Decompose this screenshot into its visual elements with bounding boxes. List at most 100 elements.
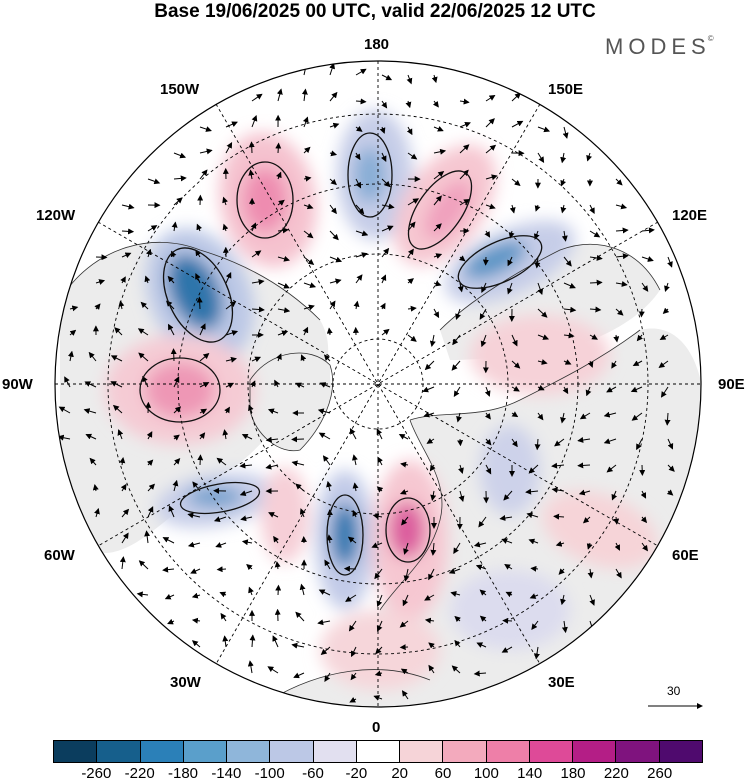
wind-vector	[407, 278, 414, 285]
wind-vector	[322, 455, 331, 466]
wind-vector	[199, 352, 210, 362]
wind-vector	[349, 697, 357, 703]
wind-vector	[196, 223, 203, 232]
wind-vector	[216, 457, 227, 466]
wind-vector	[351, 454, 358, 466]
anomaly-positive-150w-core	[243, 168, 287, 232]
wind-vector	[499, 515, 513, 521]
wind-vector	[329, 256, 343, 263]
wind-vector	[614, 542, 620, 551]
wind-vector	[222, 635, 229, 648]
wind-vector	[631, 412, 643, 421]
wind-vector	[277, 255, 290, 262]
wind-vector	[537, 152, 545, 163]
colorbar-swatch	[659, 741, 702, 762]
wind-vector	[374, 670, 383, 677]
wind-vector	[432, 100, 439, 108]
wind-vector	[379, 126, 386, 134]
wind-vector	[428, 642, 435, 649]
wind-vector	[451, 665, 461, 674]
wind-vector	[398, 434, 409, 440]
wind-vector	[537, 412, 544, 421]
wind-vector	[554, 438, 565, 447]
wind-vector	[170, 348, 177, 362]
colorbar-tick-label: -140	[211, 765, 242, 782]
wind-vector	[484, 412, 491, 420]
wind-vector	[376, 428, 383, 440]
wind-vector	[667, 256, 673, 268]
wind-vector	[121, 532, 129, 544]
wind-vector	[507, 282, 513, 295]
wind-vector	[173, 152, 187, 159]
wind-vector	[351, 646, 357, 658]
wind-vector	[222, 223, 229, 232]
wind-vector	[121, 228, 135, 235]
wind-vector	[273, 535, 279, 544]
wind-vector	[473, 541, 487, 548]
wind-vector	[352, 509, 358, 518]
contour-loop	[139, 357, 221, 423]
wind-vector	[295, 382, 305, 389]
wind-vector	[142, 375, 149, 388]
wind-vector	[586, 152, 592, 162]
wind-vector	[379, 302, 386, 310]
wind-vector	[120, 276, 126, 284]
wind-vector	[147, 178, 161, 185]
wind-vector	[484, 386, 491, 397]
wind-vector	[582, 516, 591, 524]
wind-vector	[511, 411, 519, 418]
wind-vector	[146, 431, 153, 440]
wind-vector	[355, 98, 367, 105]
anomaly-negative-60w-core	[187, 487, 243, 507]
wind-vector	[355, 230, 369, 237]
wind-vector	[641, 542, 648, 552]
wind-vector	[399, 489, 409, 495]
wind-vector	[558, 568, 565, 575]
wind-vector	[551, 487, 565, 494]
wind-vector	[484, 230, 491, 238]
wind-vector	[147, 483, 155, 492]
wind-vector	[303, 256, 315, 266]
wind-vector	[225, 382, 235, 389]
wind-vector	[267, 408, 279, 415]
wind-vector	[196, 296, 203, 310]
colorbar-swatch	[443, 741, 487, 762]
wind-vector	[429, 464, 436, 472]
wind-vector	[168, 323, 175, 336]
wind-vector	[381, 178, 391, 188]
wind-vector	[146, 459, 154, 466]
wind-vector	[606, 386, 617, 393]
contour-loop	[326, 494, 364, 576]
contour-loop	[179, 481, 261, 515]
wind-vector	[587, 360, 594, 368]
wind-vector	[303, 146, 311, 154]
wind-vector	[303, 175, 312, 182]
wind-vector	[511, 178, 521, 187]
colorbar-swatch	[400, 741, 444, 762]
wind-vector	[560, 412, 566, 424]
wind-vector	[456, 412, 462, 423]
wind-vector	[329, 178, 337, 186]
wind-vector	[563, 359, 572, 365]
colorbar-swatch	[183, 741, 228, 762]
wind-vector	[459, 169, 469, 180]
wind-vector	[579, 412, 591, 420]
wind-vector	[303, 304, 315, 311]
wind-vector	[352, 482, 359, 492]
wind-vector	[348, 620, 357, 632]
wind-vector	[615, 178, 623, 186]
wind-vector	[511, 360, 521, 369]
wind-vector	[511, 438, 518, 448]
wind-vector	[300, 354, 307, 362]
wind-vector	[69, 329, 77, 336]
wind-vector	[632, 360, 643, 366]
contour-loop	[457, 235, 543, 289]
wind-vector	[354, 152, 361, 161]
wind-vector	[476, 642, 487, 648]
wind-vector	[329, 230, 339, 241]
wind-vector	[534, 256, 541, 269]
wind-vector	[561, 620, 568, 634]
wind-vector	[274, 561, 281, 570]
wind-vector	[248, 404, 254, 414]
map-border	[54, 60, 702, 708]
